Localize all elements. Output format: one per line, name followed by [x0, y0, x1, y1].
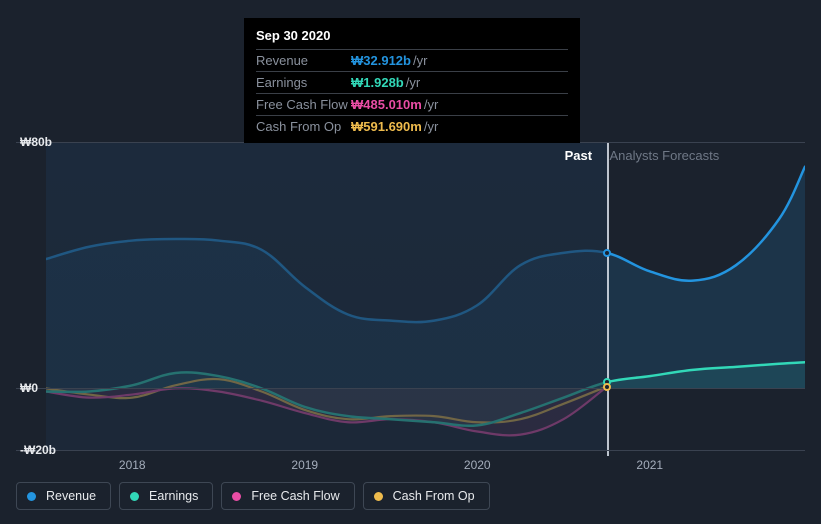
hover-tooltip: Sep 30 2020 Revenue₩32.912b/yrEarnings₩1…	[244, 18, 580, 143]
gridline	[16, 388, 805, 389]
legend-item-label: Earnings	[149, 489, 198, 503]
tooltip-date: Sep 30 2020	[256, 28, 568, 43]
plot-region[interactable]: Past Analysts Forecasts	[46, 142, 805, 450]
tooltip-row-value: ₩591.690m	[351, 119, 422, 134]
legend: Revenue Earnings Free Cash Flow Cash From O…	[16, 482, 490, 510]
y-axis-label: ₩80b	[20, 135, 52, 149]
legend-item-label: Revenue	[46, 489, 96, 503]
y-axis-label: -₩20b	[20, 443, 56, 457]
tooltip-row: Earnings₩1.928b/yr	[256, 71, 568, 93]
legend-dot-icon	[27, 492, 36, 501]
legend-item-label: Cash From Op	[393, 489, 475, 503]
hover-cursor-line	[607, 142, 609, 456]
tooltip-row: Cash From Op₩591.690m/yr	[256, 115, 568, 137]
tooltip-row-value: ₩485.010m	[351, 97, 422, 112]
legend-item[interactable]: Cash From Op	[363, 482, 490, 510]
y-axis-label: ₩0	[20, 381, 38, 395]
tooltip-row: Free Cash Flow₩485.010m/yr	[256, 93, 568, 115]
tooltip-row-unit: /yr	[413, 53, 427, 68]
legend-item[interactable]: Free Cash Flow	[221, 482, 354, 510]
tooltip-row-value: ₩32.912b	[351, 53, 411, 68]
tooltip-row-unit: /yr	[406, 75, 420, 90]
financials-chart-container: Sep 30 2020 Revenue₩32.912b/yrEarnings₩1…	[0, 0, 821, 524]
tabs: Past Analysts Forecasts	[565, 148, 720, 163]
chart-area: Past Analysts Forecasts ₩80b ₩0 -₩20b 2018 2…	[16, 124, 805, 474]
tab-past[interactable]: Past	[565, 148, 592, 163]
tooltip-row-label: Earnings	[256, 75, 351, 90]
tooltip-rows: Revenue₩32.912b/yrEarnings₩1.928b/yrFree…	[256, 49, 568, 137]
tooltip-row-label: Free Cash Flow	[256, 97, 351, 112]
tooltip-row-label: Revenue	[256, 53, 351, 68]
series-marker	[603, 249, 611, 257]
tooltip-row-label: Cash From Op	[256, 119, 351, 134]
x-axis-label: 2021	[636, 458, 663, 472]
tooltip-row-value: ₩1.928b	[351, 75, 404, 90]
legend-item[interactable]: Earnings	[119, 482, 213, 510]
legend-dot-icon	[374, 492, 383, 501]
tooltip-row-unit: /yr	[424, 119, 438, 134]
tooltip-row: Revenue₩32.912b/yr	[256, 49, 568, 71]
tab-forecast[interactable]: Analysts Forecasts	[609, 148, 719, 163]
legend-item-label: Free Cash Flow	[251, 489, 339, 503]
x-axis-label: 2018	[119, 458, 146, 472]
x-axis-label: 2020	[464, 458, 491, 472]
legend-item[interactable]: Revenue	[16, 482, 111, 510]
x-axis-label: 2019	[291, 458, 318, 472]
gridline	[16, 450, 805, 451]
legend-dot-icon	[232, 492, 241, 501]
past-region-bg	[46, 142, 607, 450]
legend-dot-icon	[130, 492, 139, 501]
series-marker	[603, 383, 611, 391]
tooltip-row-unit: /yr	[424, 97, 438, 112]
